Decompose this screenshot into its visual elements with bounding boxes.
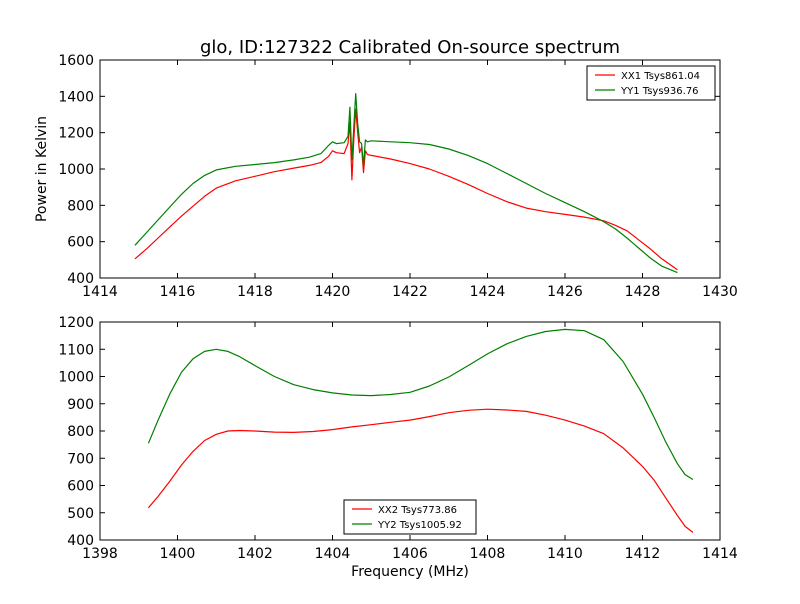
chart-title: glo, ID:127322 Calibrated On-source spec… bbox=[200, 37, 620, 58]
y-tick-label: 1000 bbox=[58, 162, 94, 178]
series-line-yy1 bbox=[134, 92, 678, 274]
x-tick-label: 1424 bbox=[470, 284, 506, 300]
legend-box bbox=[586, 65, 716, 101]
x-axis-label: Frequency (MHz) bbox=[351, 564, 469, 580]
y-tick-label: 1100 bbox=[58, 342, 94, 358]
x-tick-label: 1416 bbox=[160, 284, 196, 300]
legend-label: YY1 Tsys936.76 bbox=[620, 86, 699, 97]
x-tick-label: 1414 bbox=[82, 284, 118, 300]
chart-panel-1: 1414 1416 1418 1420 1422 1424 1426 1428 1430 400 6… bbox=[34, 53, 738, 300]
y-tick-label: 600 bbox=[67, 235, 94, 251]
legend-label: XX1 Tsys861.04 bbox=[621, 71, 700, 82]
legend-label: YY2 Tsys1005.92 bbox=[377, 520, 462, 531]
chart-panel-2: 1398 1400 1402 1404 1406 1408 1410 1412 1414 400 5… bbox=[58, 315, 738, 580]
x-tick-label: 1426 bbox=[547, 284, 583, 300]
x-tick-label: 1410 bbox=[547, 546, 583, 562]
x-tick-label: 1420 bbox=[315, 284, 351, 300]
x-tick-label: 1408 bbox=[470, 546, 506, 562]
y-tick-label: 800 bbox=[67, 424, 94, 440]
y-tick-label: 1000 bbox=[58, 370, 94, 386]
legend: XX1 Tsys861.04 YY1 Tsys936.76 bbox=[586, 65, 716, 101]
y-tick-label: 1200 bbox=[58, 315, 94, 331]
x-tick-label: 1402 bbox=[237, 546, 273, 562]
series-line-xx1 bbox=[134, 108, 678, 271]
y-tick-label: 400 bbox=[67, 533, 94, 549]
x-tick-label: 1422 bbox=[392, 284, 428, 300]
x-tick-label: 1398 bbox=[82, 546, 118, 562]
legend: XX2 Tsys773.86 YY2 Tsys1005.92 bbox=[343, 499, 477, 535]
x-tick-label: 1428 bbox=[625, 284, 661, 300]
x-tick-label: 1406 bbox=[392, 546, 428, 562]
x-tick-label: 1418 bbox=[237, 284, 273, 300]
y-tick-label: 800 bbox=[67, 198, 94, 214]
series-line-xx2 bbox=[147, 408, 694, 533]
x-tick-label: 1430 bbox=[702, 284, 738, 300]
x-tick-label: 1404 bbox=[315, 546, 351, 562]
y-tick-label: 1400 bbox=[58, 89, 94, 105]
y-tick-label: 700 bbox=[67, 451, 94, 467]
y-axis-label: Power in Kelvin bbox=[34, 116, 50, 222]
y-tick-label: 400 bbox=[67, 271, 94, 287]
legend-label: XX2 Tsys773.86 bbox=[378, 505, 457, 516]
x-tick-label: 1414 bbox=[702, 546, 738, 562]
legend-box bbox=[343, 499, 477, 535]
x-tick-label: 1412 bbox=[625, 546, 661, 562]
y-tick-label: 600 bbox=[67, 479, 94, 495]
y-tick-label: 900 bbox=[67, 397, 94, 413]
y-tick-label: 500 bbox=[67, 506, 94, 522]
series-line-yy2 bbox=[147, 328, 694, 481]
y-tick-label: 1200 bbox=[58, 126, 94, 142]
y-tick-label: 1600 bbox=[58, 53, 94, 69]
x-tick-label: 1400 bbox=[160, 546, 196, 562]
